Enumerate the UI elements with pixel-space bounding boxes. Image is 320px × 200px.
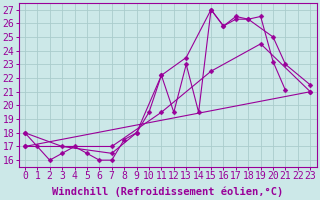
X-axis label: Windchill (Refroidissement éolien,°C): Windchill (Refroidissement éolien,°C) — [52, 187, 283, 197]
